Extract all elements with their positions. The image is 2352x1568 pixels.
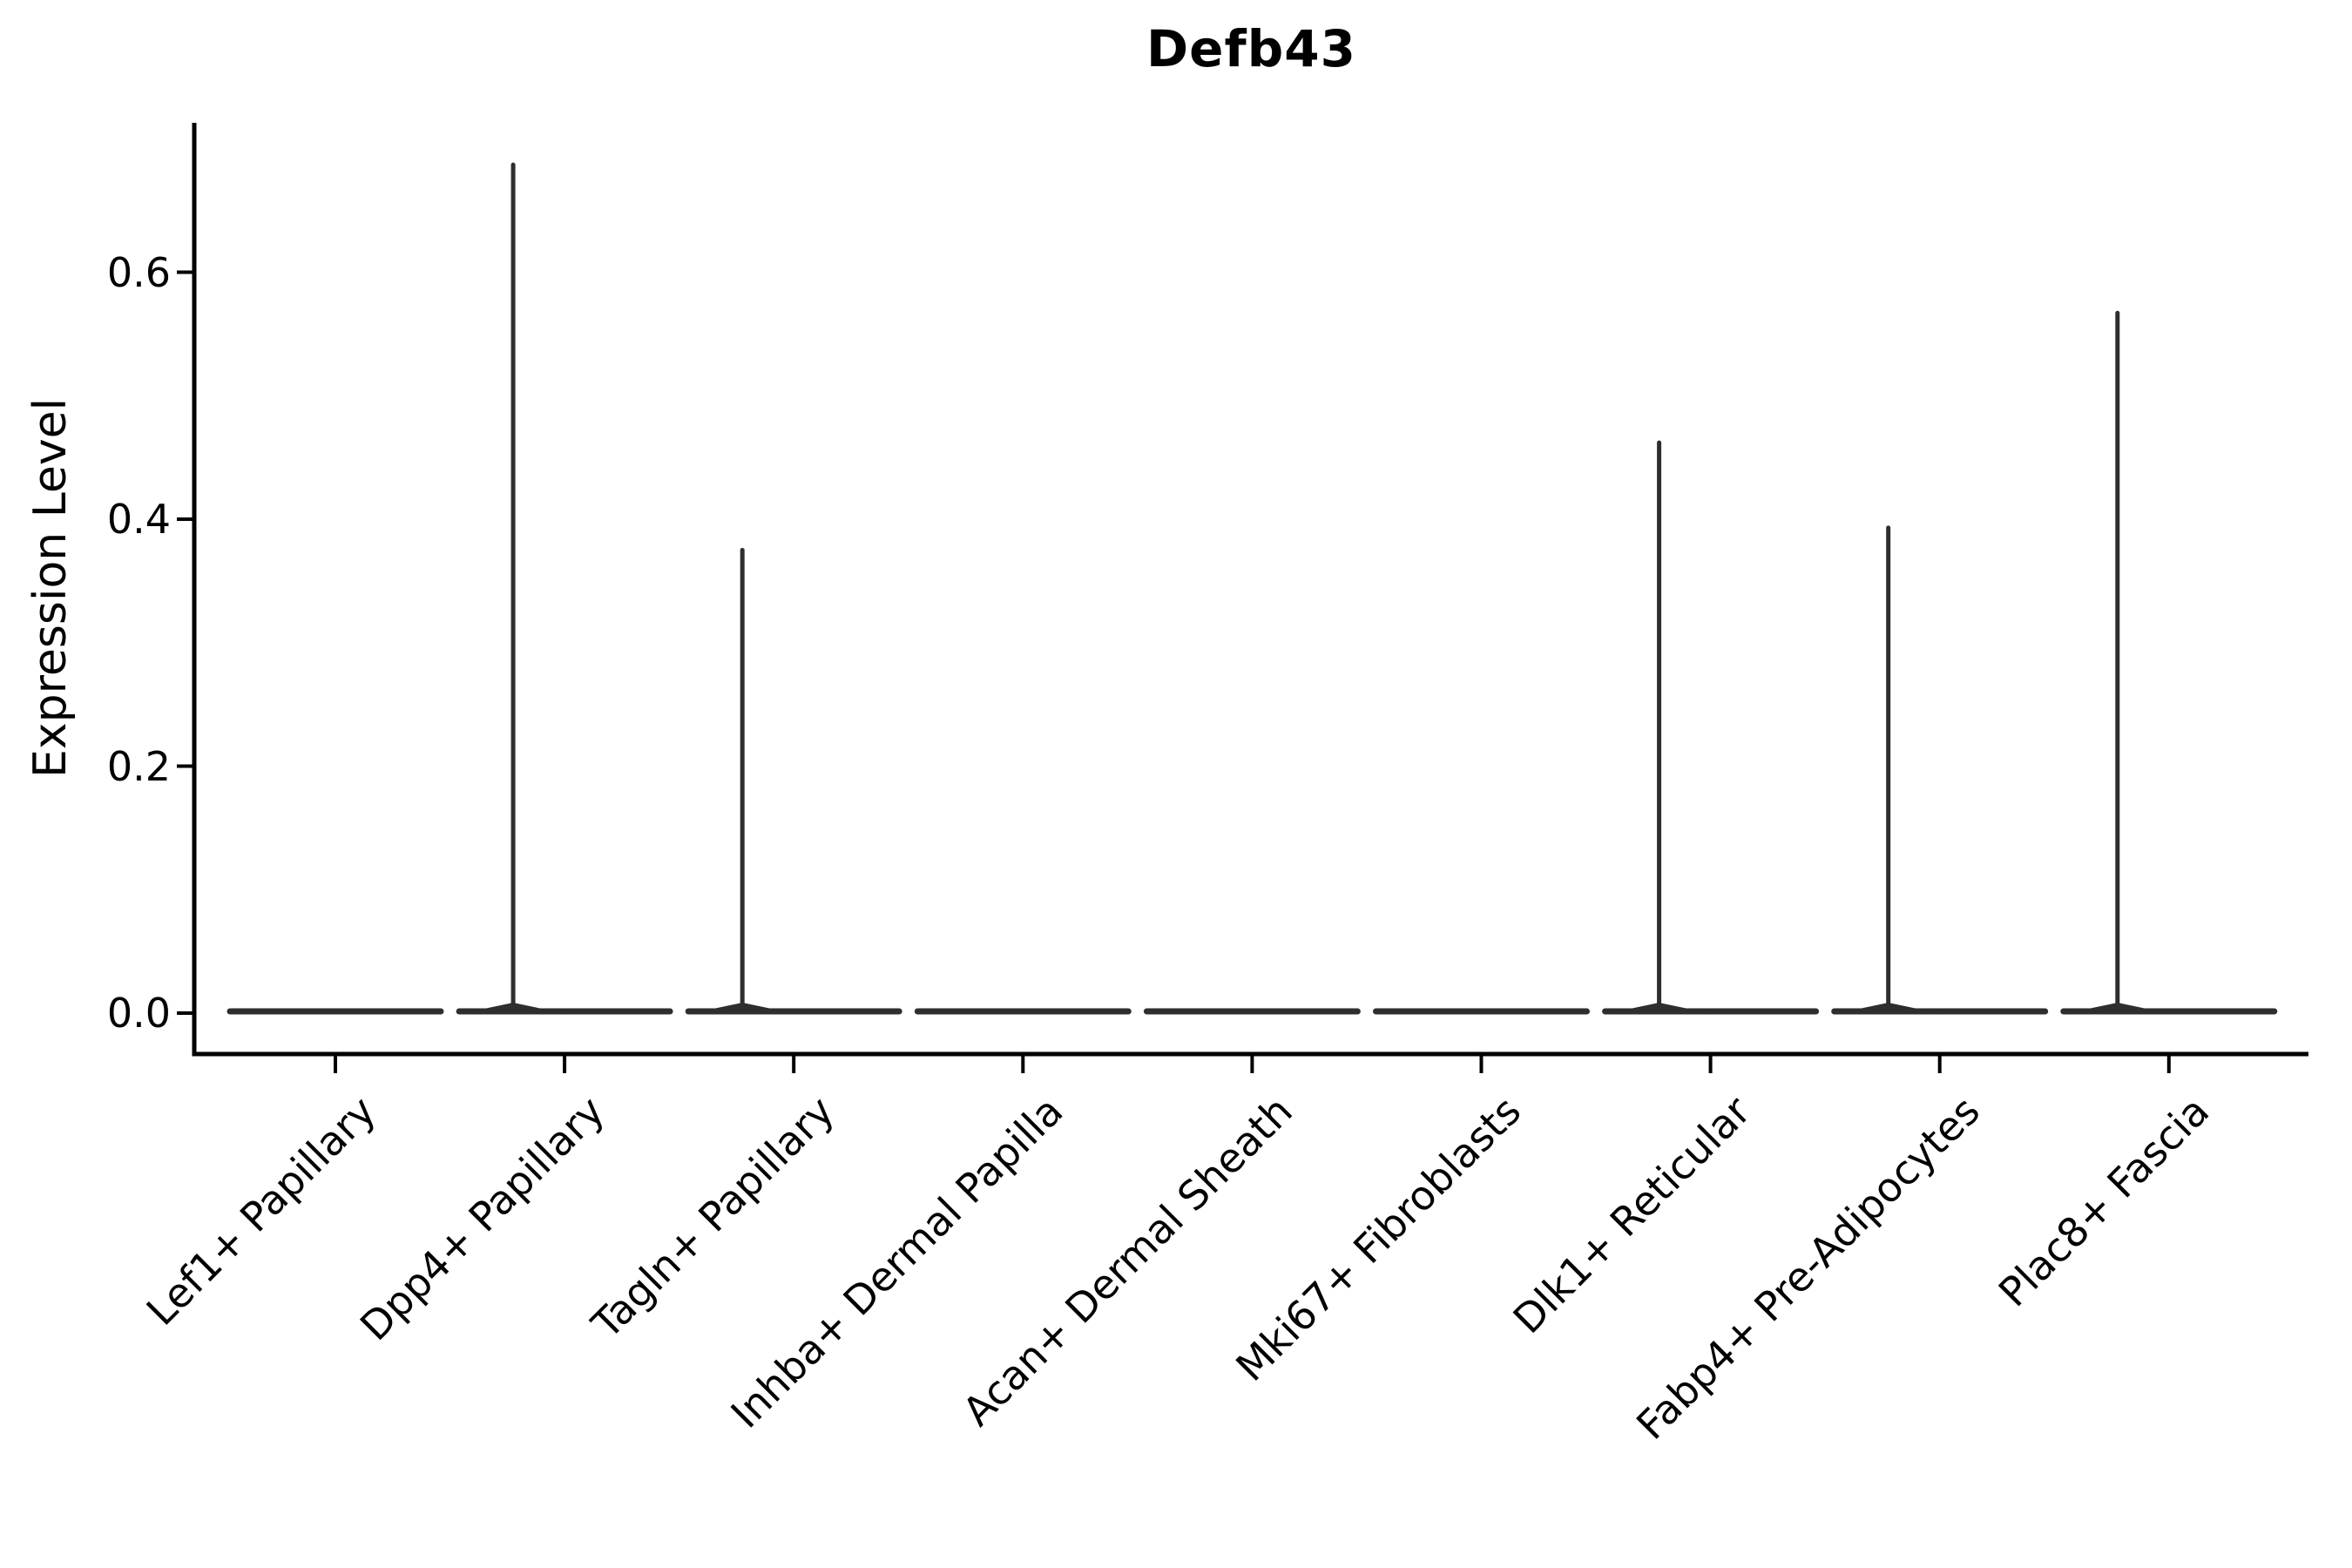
y-tick-label: 0.4 <box>106 496 171 543</box>
y-axis-title: Expression Level <box>24 397 77 779</box>
y-tick-label: 0.2 <box>106 742 171 790</box>
y-tick-label: 0.6 <box>106 248 171 296</box>
chart-title: Defb43 <box>1146 19 1356 78</box>
y-tick-label: 0.0 <box>106 990 171 1037</box>
